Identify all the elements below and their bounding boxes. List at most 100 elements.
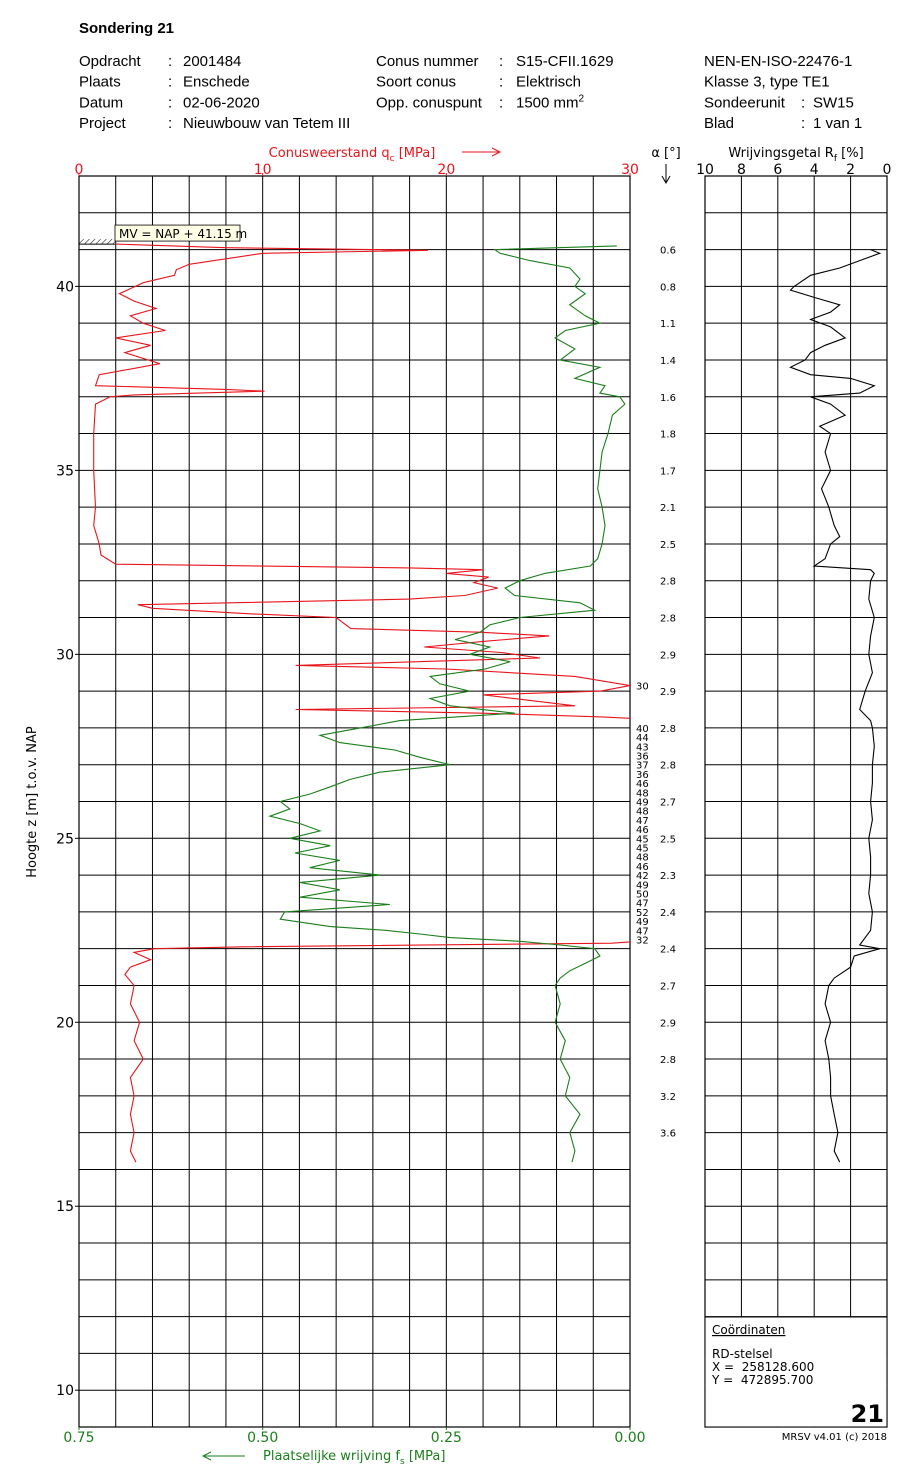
plot-frame bbox=[704, 175, 888, 1428]
inclination-value: 2.4 bbox=[660, 908, 676, 919]
offscale-value: 30 bbox=[636, 682, 649, 693]
offscale-value: 49 bbox=[636, 880, 649, 891]
surface-label: MV = NAP + 41.15 m bbox=[119, 227, 247, 241]
axis-label-unit: [MPa] bbox=[405, 1449, 446, 1464]
axis-label-text: Wrijvingsgetal R bbox=[728, 146, 834, 161]
inclination-value: 2.9 bbox=[660, 650, 676, 661]
inclination-value: 2.5 bbox=[660, 540, 676, 551]
x-tick-label: 30 bbox=[621, 162, 639, 178]
offscale-value: 46 bbox=[636, 825, 649, 836]
field-value: 02-06-2020 bbox=[183, 94, 260, 111]
field-value: Nieuwbouw van Tetem III bbox=[183, 115, 350, 132]
curve bbox=[93, 243, 630, 1163]
axis-label-sub: c bbox=[390, 154, 395, 164]
y-tick-label: 30 bbox=[56, 647, 74, 663]
inclination-value: 0.8 bbox=[660, 282, 676, 293]
axis-label-unit: [%] bbox=[837, 146, 864, 161]
x2-tick-label: 0.25 bbox=[431, 1430, 462, 1446]
y-tick-label: 20 bbox=[56, 1015, 74, 1031]
separator: : bbox=[168, 115, 172, 132]
x-tick-label: 20 bbox=[437, 162, 455, 178]
x-tick-label: 0 bbox=[75, 162, 84, 178]
inclination-value: 1.8 bbox=[660, 430, 676, 441]
axis-label-text: Conusweerstand q bbox=[269, 146, 390, 161]
title: Sondering 21 bbox=[79, 20, 174, 37]
x-tick-label: 2 bbox=[846, 162, 855, 178]
offscale-value: 42 bbox=[636, 871, 649, 882]
separator: : bbox=[168, 94, 172, 111]
coordinate-system: RD-stelsel bbox=[712, 1347, 773, 1361]
offscale-value: 48 bbox=[636, 853, 649, 864]
x-tick-label: 8 bbox=[737, 162, 746, 178]
inclination-value: 2.9 bbox=[660, 1018, 676, 1029]
x-tick-label: 10 bbox=[696, 162, 714, 178]
inclination-value: 2.8 bbox=[660, 724, 676, 735]
offscale-value: 45 bbox=[636, 834, 649, 845]
superscript: 2 bbox=[579, 93, 585, 104]
axis-label: Plaatselijke wrijving fs [MPa] bbox=[263, 1449, 445, 1467]
offscale-value: 40 bbox=[636, 724, 649, 735]
x-tick-label: 4 bbox=[810, 162, 819, 178]
inclination-value: 2.7 bbox=[660, 798, 676, 809]
separator: : bbox=[168, 74, 172, 91]
coordinate-y: Y = 472895.700 bbox=[711, 1373, 813, 1387]
coordinate-x: X = 258128.600 bbox=[712, 1360, 814, 1374]
offscale-value: 37 bbox=[636, 761, 649, 772]
x-tick-label: 10 bbox=[254, 162, 272, 178]
rf-grid bbox=[704, 176, 888, 1427]
main-grid bbox=[79, 176, 630, 1427]
value-text: S15-CFII.1629 bbox=[516, 53, 614, 70]
offscale-value: 50 bbox=[636, 889, 649, 900]
separator: : bbox=[801, 115, 805, 132]
fs-arrow bbox=[201, 1451, 245, 1461]
inclination-value: 2.8 bbox=[660, 614, 676, 625]
separator: : bbox=[499, 53, 503, 70]
coordinates-title: Coördinaten bbox=[712, 1323, 785, 1337]
curve-group bbox=[789, 249, 882, 1163]
alpha-arrow bbox=[661, 164, 671, 185]
inclination-value: 2.8 bbox=[660, 1055, 676, 1066]
offscale-value: 49 bbox=[636, 917, 649, 928]
y-tick-label: 25 bbox=[56, 831, 74, 847]
offscale-value: 52 bbox=[636, 908, 649, 919]
field-value: 1 van 1 bbox=[813, 115, 862, 132]
curve bbox=[789, 249, 882, 1163]
coordinates-box bbox=[705, 1317, 887, 1427]
offscale-value: 48 bbox=[636, 807, 649, 818]
axis-label-unit: [MPa] bbox=[395, 146, 436, 161]
inclination-value: 2.8 bbox=[660, 761, 676, 772]
offscale-value: 47 bbox=[636, 899, 649, 910]
axis-label-text: Plaatselijke wrijving f bbox=[263, 1449, 400, 1464]
inclination-value: 2.3 bbox=[660, 871, 676, 882]
offscale-value: 48 bbox=[636, 788, 649, 799]
x2-tick-label: 0.50 bbox=[247, 1430, 278, 1446]
inclination-value: 2.1 bbox=[660, 503, 676, 514]
field-value: Elektrisch bbox=[516, 74, 581, 91]
y-tick-label: 15 bbox=[56, 1199, 74, 1215]
field-value: S15-CFII.1629 bbox=[516, 53, 614, 70]
inclination-value: 2.7 bbox=[660, 981, 676, 992]
offscale-value: 46 bbox=[636, 862, 649, 873]
inclination-value: 1.4 bbox=[660, 356, 676, 367]
value-text: Elektrisch bbox=[516, 74, 581, 91]
sheet-number: 21 bbox=[851, 1400, 884, 1428]
x-tick-label: 6 bbox=[773, 162, 782, 178]
standard: NEN-EN-ISO-22476-1 bbox=[704, 53, 852, 70]
inclination-value: 3.6 bbox=[660, 1129, 676, 1140]
offscale-value: 44 bbox=[636, 733, 649, 744]
standard: Klasse 3, type TE1 bbox=[704, 74, 830, 91]
inclination-value: 2.5 bbox=[660, 834, 676, 845]
field-label: Sondeerunit bbox=[704, 94, 786, 111]
inclination-label: α [°] bbox=[651, 146, 680, 161]
field-label: Soort conus bbox=[376, 74, 456, 91]
qc-arrow bbox=[462, 147, 502, 157]
field-label: Datum bbox=[79, 94, 123, 111]
offscale-value: 36 bbox=[636, 770, 649, 781]
field-label: Plaats bbox=[79, 74, 121, 91]
offscale-value: 36 bbox=[636, 752, 649, 763]
offscale-value: 49 bbox=[636, 798, 649, 809]
inclination-value: 3.2 bbox=[660, 1092, 676, 1103]
field-label: Opp. conuspunt bbox=[376, 94, 483, 111]
separator: : bbox=[168, 53, 172, 70]
